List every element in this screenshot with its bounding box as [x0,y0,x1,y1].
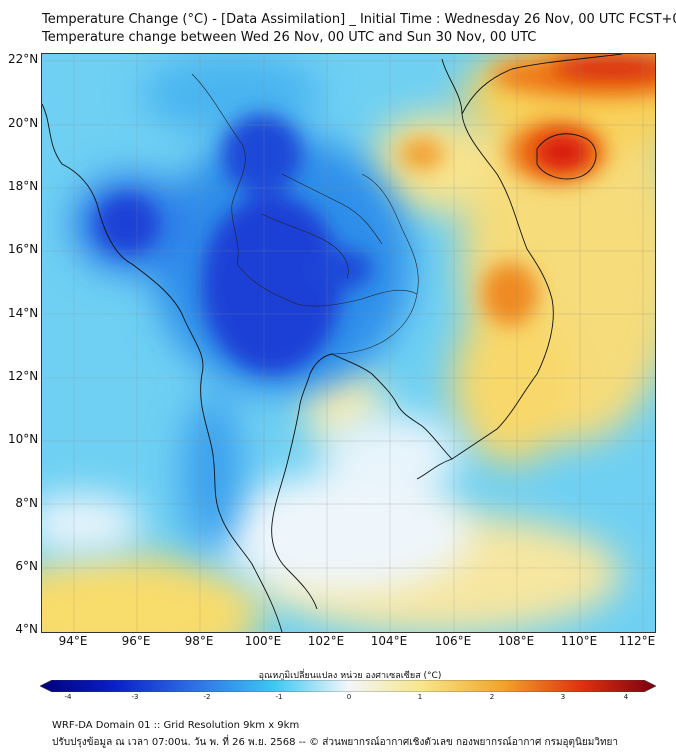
lon-label: 108°E [497,634,535,648]
max-warming-field [534,56,655,170]
colorbar-tick: -4 [64,693,72,701]
lat-label: 22°N [8,52,39,66]
lon-label: 106°E [434,634,472,648]
colorbar-tick: 3 [560,693,566,701]
colorbar-tick: 1 [417,693,423,701]
colorbar-tick: 4 [623,693,629,701]
lat-label: 20°N [8,116,39,130]
lon-label: 110°E [560,634,598,648]
colorbar-tick: 2 [489,693,495,701]
coastlines [42,54,623,632]
colorbar-tick: -2 [203,693,211,701]
admin-borders [191,73,419,355]
lon-label: 112°E [618,634,656,648]
lat-label: 16°N [8,242,39,256]
lat-label: 4°N [15,622,38,636]
colorbar-tick: -1 [275,693,283,701]
temperature-change-map [41,53,656,633]
credit-line: ปรับปรุงข้อมูล ณ เวลา 07:00น. วัน พ. ที่… [52,737,619,748]
lat-label: 18°N [8,179,39,193]
map-title: Temperature Change (°C) - [Data Assimila… [42,12,676,27]
lat-label: 12°N [8,369,39,383]
lat-label: 14°N [8,306,39,320]
map-subtitle: Temperature change between Wed 26 Nov, 0… [42,30,537,45]
colorbar-title: อุณหภูมิเปลี่ยนแปลง หน่วย องศาเซลเซียส (… [258,671,442,681]
lon-label: 104°E [370,634,408,648]
model-info: WRF-DA Domain 01 :: Grid Resolution 9km … [52,720,300,731]
lon-label: 94°E [58,634,88,648]
strong-cooling-field [95,114,372,374]
lon-label: 102°E [307,634,345,648]
graticule [42,54,655,632]
lon-label: 100°E [244,634,282,648]
lat-label: 10°N [8,432,39,446]
lat-label: 6°N [15,559,38,573]
lon-label: 96°E [121,634,151,648]
colorbar-tick: -3 [131,693,139,701]
lat-label: 8°N [15,496,38,510]
lon-label: 98°E [184,634,214,648]
colorbar-tick: 0 [346,693,352,701]
colorbar [40,680,656,692]
